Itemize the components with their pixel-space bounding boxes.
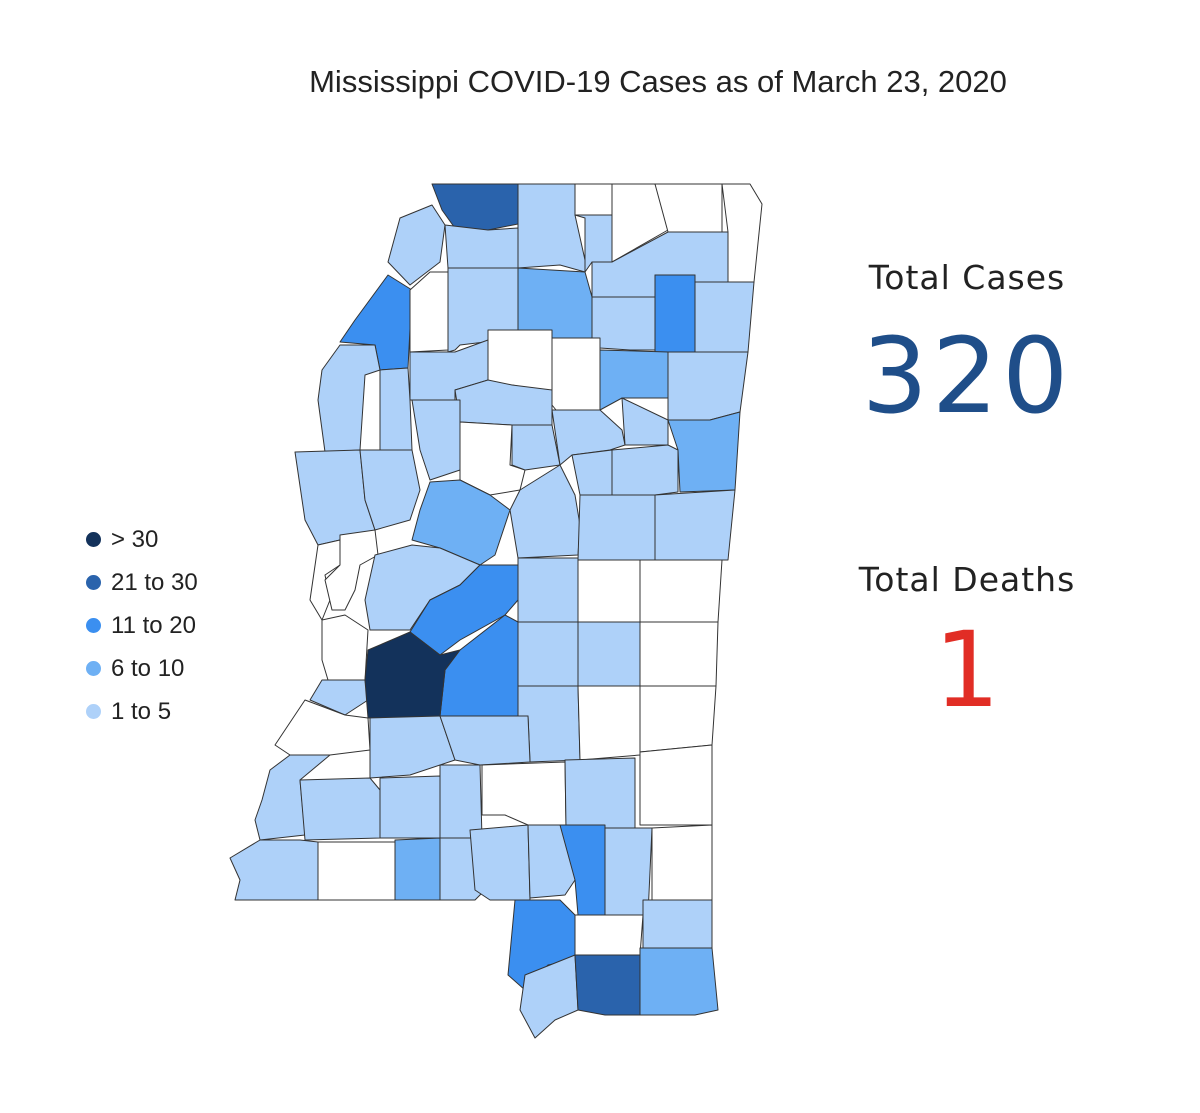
- legend-item-6-10: 6 to 10: [86, 647, 198, 690]
- county-region: [411, 399, 461, 481]
- county-region: [574, 954, 641, 1016]
- county-region: [639, 685, 717, 753]
- county-region: [387, 204, 446, 286]
- legend-item-gt30: > 30: [86, 518, 198, 561]
- county-region: [639, 559, 723, 623]
- legend-swatch: [86, 661, 101, 676]
- legend-swatch: [86, 618, 101, 633]
- county-region: [317, 344, 381, 453]
- county-region: [639, 621, 719, 687]
- county-region: [574, 183, 613, 216]
- county-region: [379, 367, 413, 453]
- map-title: Mississippi COVID-19 Cases as of March 2…: [309, 64, 1007, 99]
- county-region: [309, 679, 369, 716]
- total-cases-value: 320: [861, 315, 1073, 437]
- county-region: [517, 267, 593, 339]
- county-region: [654, 489, 736, 561]
- legend-swatch: [86, 575, 101, 590]
- legend: > 30 21 to 30 11 to 20 6 to 10 1 to 5: [86, 518, 198, 733]
- county-region: [639, 947, 719, 1016]
- legend-label: 1 to 5: [111, 697, 172, 725]
- county-region-highest: [364, 631, 462, 719]
- county-region: [651, 824, 713, 901]
- total-cases-label: Total Cases: [868, 258, 1066, 297]
- county-region: [642, 899, 713, 949]
- county-region: [591, 296, 656, 351]
- county-region: [564, 757, 636, 829]
- county-region: [439, 715, 531, 766]
- county-region: [411, 479, 511, 566]
- legend-item-21-30: 21 to 30: [86, 561, 198, 604]
- legend-label: 6 to 10: [111, 654, 185, 682]
- total-deaths-label: Total Deaths: [858, 560, 1076, 599]
- county-region: [481, 761, 567, 826]
- county-region: [654, 274, 696, 353]
- county-region: [317, 841, 396, 901]
- county-region: [577, 559, 641, 623]
- county-region: [409, 271, 449, 353]
- county-region: [667, 411, 741, 493]
- county-region: [519, 954, 579, 1039]
- county-region: [599, 349, 669, 411]
- county-region: [517, 557, 579, 623]
- total-deaths-panel: Total Deaths 1: [837, 560, 1097, 731]
- county-region: [577, 494, 656, 561]
- legend-label: 11 to 20: [111, 611, 196, 639]
- county-region: [574, 914, 644, 956]
- county-region: [359, 449, 421, 531]
- legend-item-11-20: 11 to 20: [86, 604, 198, 647]
- county-region: [694, 281, 755, 353]
- county-region: [577, 621, 641, 687]
- county-region: [667, 351, 749, 421]
- legend-label: > 30: [111, 525, 159, 553]
- legend-swatch: [86, 704, 101, 719]
- total-cases-panel: Total Cases 320: [837, 258, 1097, 437]
- legend-label: 21 to 30: [111, 568, 198, 596]
- county-region: [571, 449, 613, 496]
- county-region: [379, 775, 441, 839]
- county-region: [621, 397, 669, 446]
- county-region: [324, 529, 379, 611]
- county-region: [577, 685, 641, 761]
- county-region: [274, 699, 371, 756]
- county-region: [517, 621, 579, 687]
- total-deaths-value: 1: [933, 609, 1001, 731]
- county-region: [611, 444, 679, 496]
- county-region: [444, 224, 519, 269]
- county-region: [439, 764, 483, 839]
- county-region: [639, 744, 713, 826]
- county-region: [551, 337, 601, 416]
- county-region: [551, 409, 626, 466]
- county-region: [229, 839, 319, 901]
- county-region: [394, 837, 441, 901]
- county-region: [469, 824, 531, 901]
- legend-swatch: [86, 532, 101, 547]
- county-region: [511, 424, 561, 471]
- county-region: [299, 777, 381, 841]
- legend-item-1-5: 1 to 5: [86, 690, 198, 733]
- county-region: [321, 614, 369, 686]
